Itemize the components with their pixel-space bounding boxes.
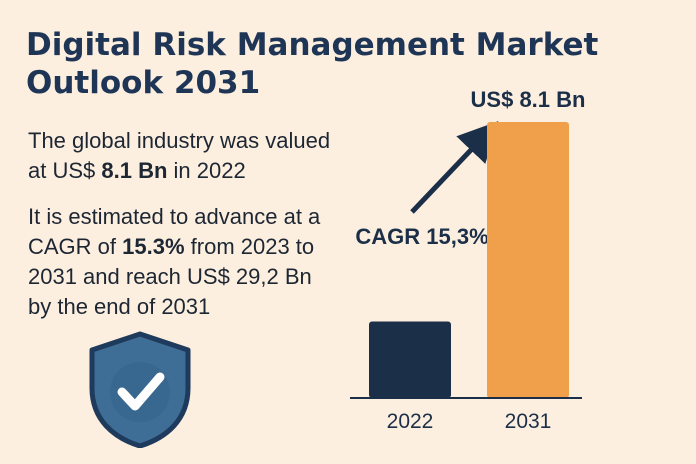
valuation-line-2: at US$ 8.1 Bn in 2022 [28,156,373,186]
x-tick-label-2031: 2031 [505,410,552,433]
valuation-suffix: in 2022 [167,158,246,183]
forecast-line-3: 2031 and reach US$ 29,2 Bn [28,264,312,289]
valuation-paragraph: The global industry was valued at US$ 8.… [28,126,373,186]
cagr-label: CAGR 15,3% [355,224,488,249]
forecast-prefix: CAGR of [28,234,123,259]
forecast-line-2: CAGR of 15.3% from 2023 to [28,232,373,262]
bar-2031 [487,122,569,398]
bar-2022 [369,321,451,398]
shield-check-icon [89,331,191,448]
title-line-1: Digital Risk Management Market [26,27,599,63]
forecast-suffix: from 2023 to [184,234,315,259]
forecast-line-1: It is estimated to advance at a [28,204,321,229]
page-title: Digital Risk Management Market Outlook 2… [26,26,626,102]
trend-arrow [410,121,499,214]
valuation-prefix: at US$ [28,158,102,183]
bar-chart: US$ 8.1 Bn CAGR 15,3% 2022 2031 [350,87,586,433]
forecast-cagr: 15.3% [122,234,185,259]
valuation-line-1: The global industry was valued [28,128,331,153]
top-value-label: US$ 8.1 Bn [471,87,586,112]
x-tick-label-2022: 2022 [387,410,434,433]
forecast-line-4: by the end of 2031 [28,294,211,319]
forecast-paragraph: It is estimated to advance at a CAGR of … [28,202,373,322]
valuation-amount: 8.1 Bn [101,158,168,183]
title-line-2: Outlook 2031 [26,65,261,101]
